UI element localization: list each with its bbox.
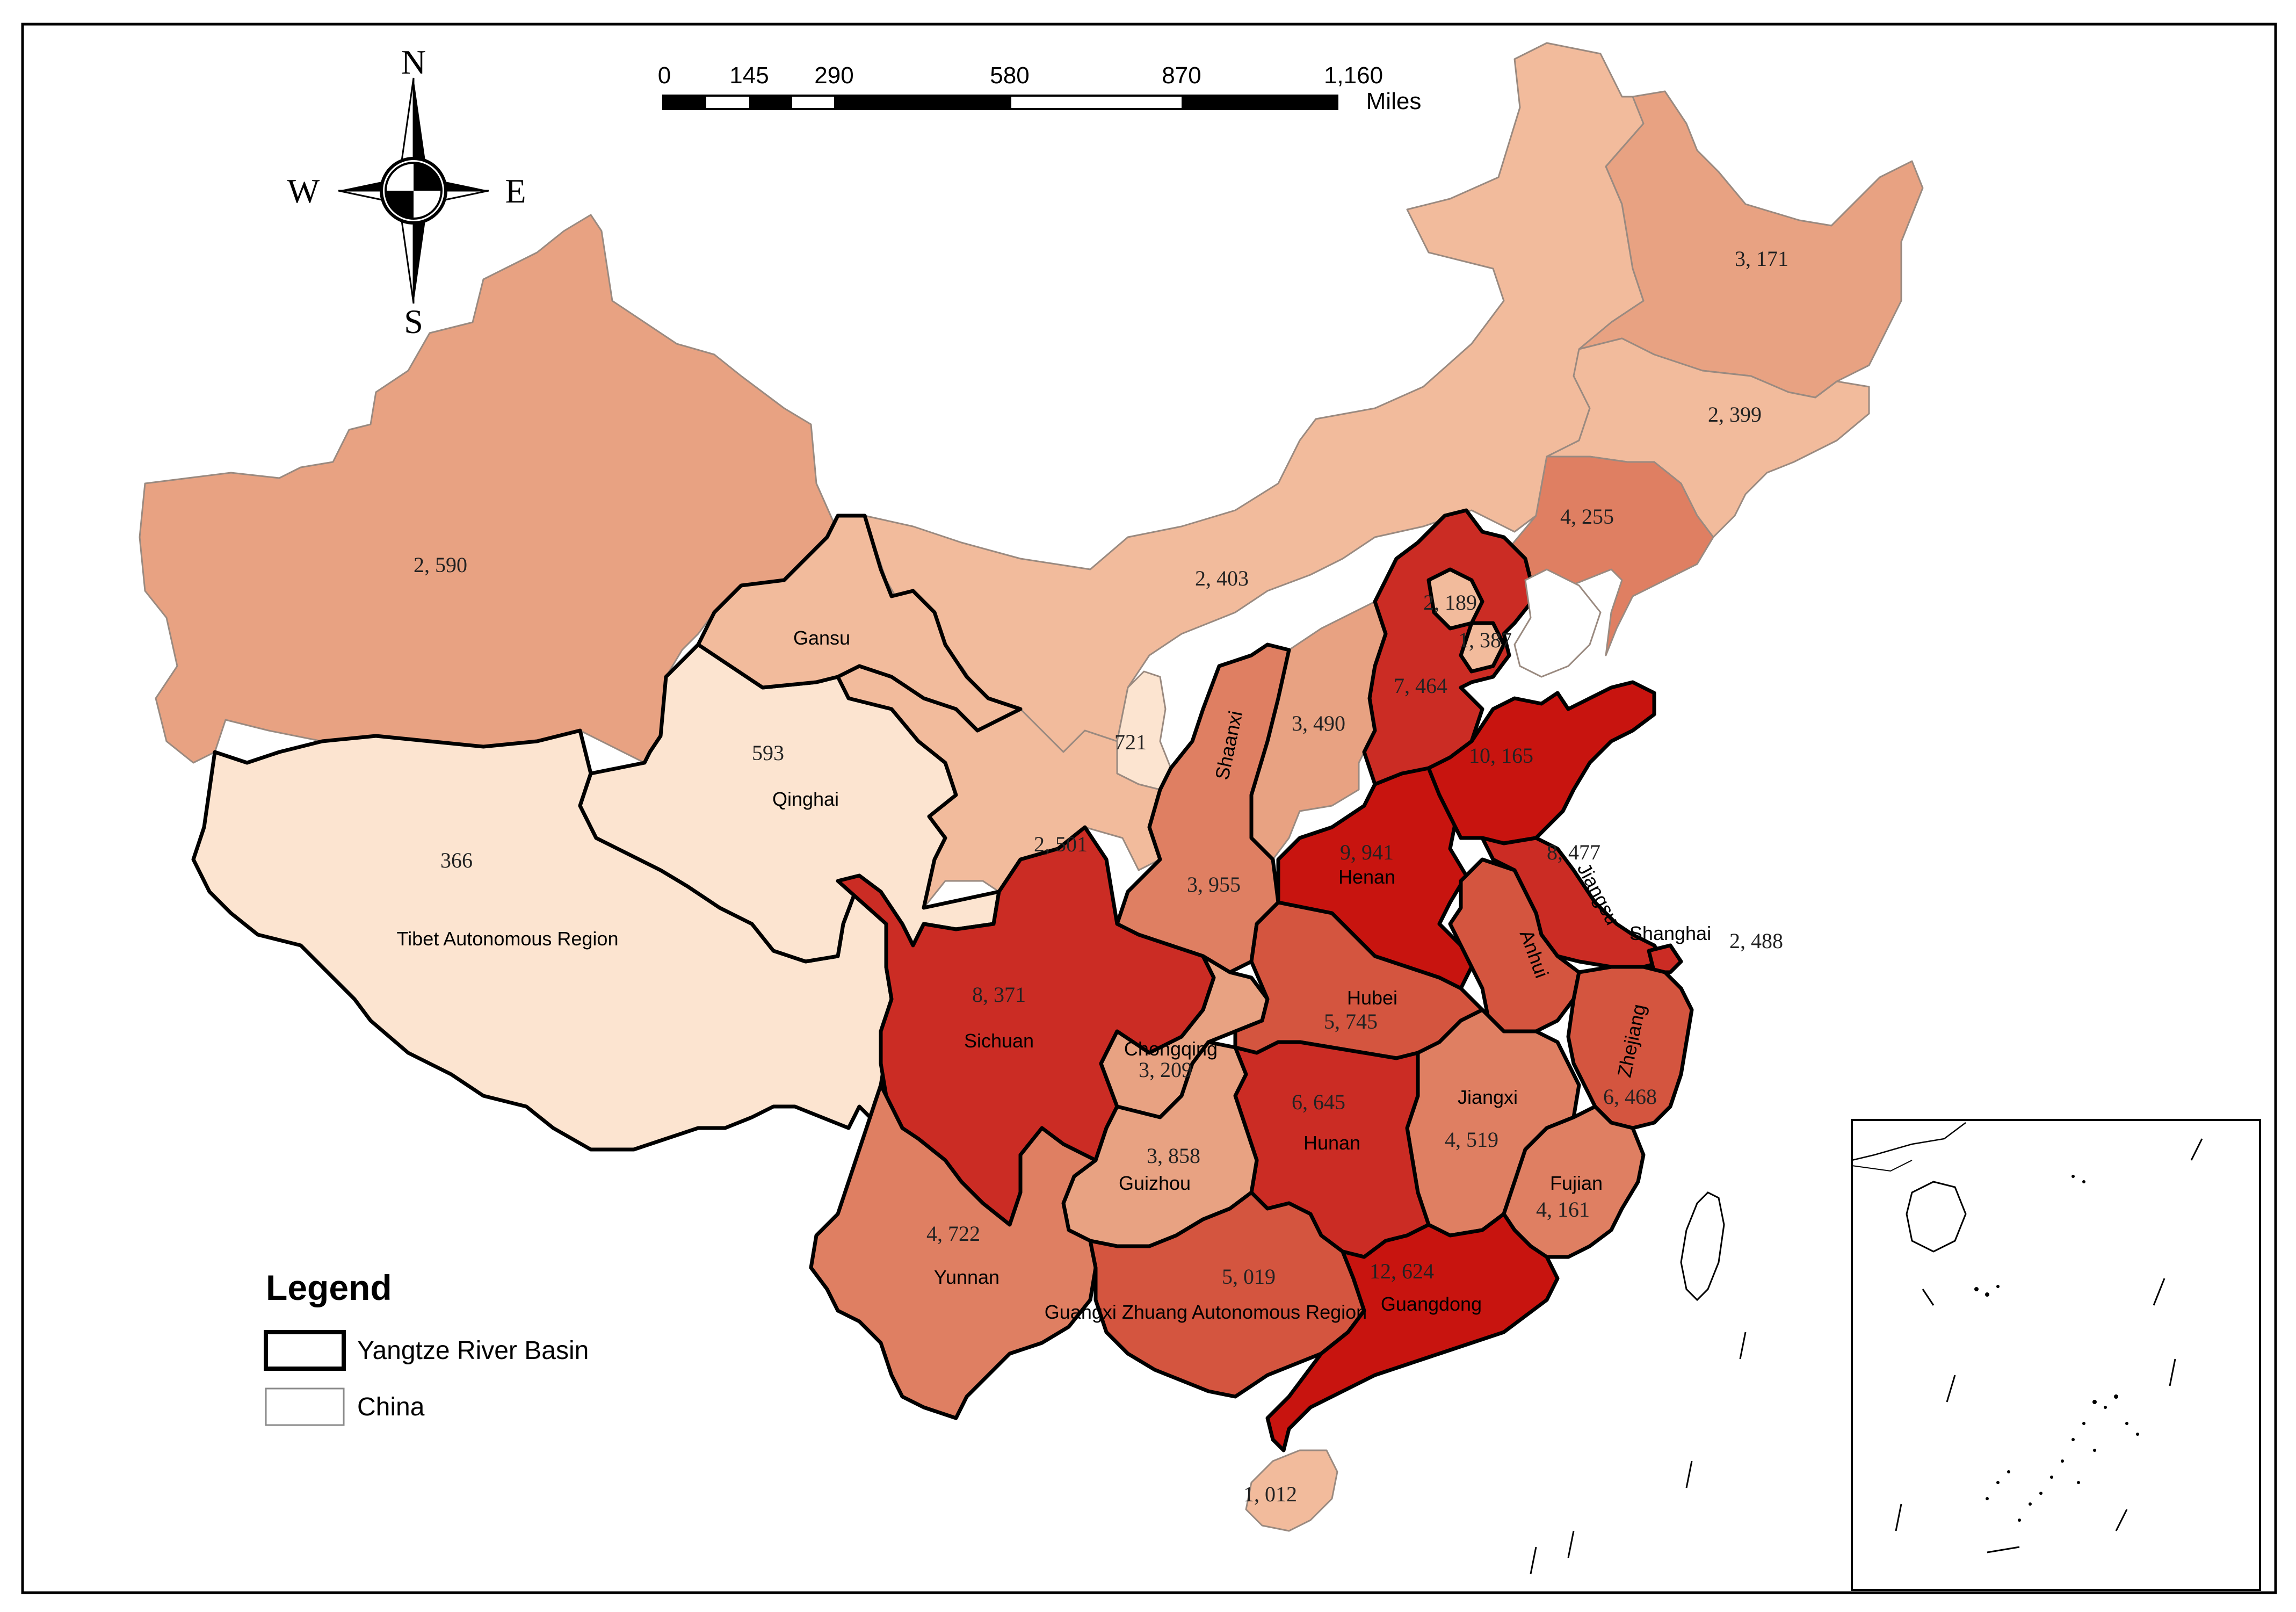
name-label-chongqing: Chongqing xyxy=(1124,1038,1218,1060)
province-yunnan[interactable] xyxy=(809,1083,1098,1420)
name-label-jiangxi: Jiangxi xyxy=(1458,1086,1518,1108)
province-zhejiang[interactable] xyxy=(1566,965,1694,1130)
value-label-hainan: 1, 012 xyxy=(1243,1482,1297,1506)
name-label-shanghai: Shanghai xyxy=(1629,922,1711,944)
scale-tick-5: 1,160 xyxy=(1324,62,1383,89)
value-label-shandong: 10, 165 xyxy=(1469,743,1533,768)
value-label-chongqing: 3, 209 xyxy=(1139,1058,1192,1082)
value-label-sichuan: 8, 371 xyxy=(972,982,1026,1007)
name-label-hunan: Hunan xyxy=(1303,1132,1360,1154)
legend-title: Legend xyxy=(266,1268,392,1307)
name-label-tibet: Tibet Autonomous Region xyxy=(397,928,619,950)
value-label-inner-mongolia: 2, 403 xyxy=(1195,566,1249,590)
province-beijing[interactable] xyxy=(1426,567,1484,631)
value-label-henan: 9, 941 xyxy=(1340,840,1394,864)
scale-tick-1: 145 xyxy=(729,62,769,89)
legend-item-basin: Yangtze River Basin xyxy=(357,1336,589,1365)
taiwan-outline xyxy=(1680,1191,1725,1302)
province-hainan[interactable] xyxy=(1245,1449,1338,1532)
legend-item-china: China xyxy=(357,1393,425,1421)
value-label-guangdong: 12, 624 xyxy=(1370,1259,1434,1283)
compass-west-label: W xyxy=(287,172,320,210)
value-label-guizhou: 3, 858 xyxy=(1147,1144,1200,1168)
bohai-coast xyxy=(1513,568,1602,678)
scale-unit: Miles xyxy=(1366,88,1422,114)
value-label-yunnan: 4, 722 xyxy=(926,1221,980,1246)
province-gansu[interactable] xyxy=(696,514,1023,733)
name-label-guangxi: Guangxi Zhuang Autonomous Region xyxy=(1045,1301,1367,1323)
value-label-jiangxi: 4, 519 xyxy=(1445,1127,1498,1152)
value-label-tianjin: 1, 387 xyxy=(1458,628,1512,652)
name-label-gansu: Gansu xyxy=(793,627,850,649)
labels-layer: 2, 590 366 Tibet Autonomous Region 593 Q… xyxy=(397,247,1788,1506)
province-tianjin[interactable] xyxy=(1459,621,1506,674)
legend: Legend Yangtze River Basin China xyxy=(264,1268,589,1426)
coastal-dashes xyxy=(1530,1332,1747,1574)
value-label-guangxi: 5, 019 xyxy=(1222,1264,1276,1289)
legend-swatch-china xyxy=(265,1387,345,1426)
name-label-qinghai: Qinghai xyxy=(772,788,839,810)
province-shandong[interactable] xyxy=(1426,680,1656,845)
value-label-ningxia: 721 xyxy=(1114,730,1147,754)
north-arrow-compass: N S W E xyxy=(287,43,526,341)
province-fujian[interactable] xyxy=(1502,1104,1646,1259)
scale-bar: 0 145 290 580 870 1,160 Miles xyxy=(658,62,1422,114)
south-china-sea-inset xyxy=(1851,1119,2261,1591)
value-label-beijing: 2, 189 xyxy=(1423,590,1477,615)
value-label-tibet: 366 xyxy=(440,848,473,872)
name-label-sichuan: Sichuan xyxy=(964,1030,1034,1052)
value-label-shaanxi: 3, 955 xyxy=(1187,872,1241,897)
name-label-guangdong: Guangdong xyxy=(1381,1293,1482,1315)
scale-tick-4: 870 xyxy=(1162,62,1201,89)
scale-tick-2: 290 xyxy=(814,62,853,89)
value-label-fujian: 4, 161 xyxy=(1536,1197,1590,1221)
value-label-hunan: 6, 645 xyxy=(1292,1090,1345,1114)
value-label-liaoning: 4, 255 xyxy=(1560,504,1614,529)
scale-tick-3: 580 xyxy=(990,62,1029,89)
value-label-jilin: 2, 399 xyxy=(1708,402,1762,427)
compass-south-label: S xyxy=(404,302,423,341)
province-heilongjiang[interactable] xyxy=(1578,90,1924,399)
value-label-heilongjiang: 3, 171 xyxy=(1735,247,1788,271)
value-label-gansu-south: 2, 501 xyxy=(1034,832,1088,856)
value-label-hebei: 7, 464 xyxy=(1394,674,1447,698)
scale-tick-0: 0 xyxy=(658,62,671,89)
basin-layer xyxy=(191,508,1694,1452)
provinces-layer xyxy=(139,42,1924,1532)
compass-north-label: N xyxy=(401,43,426,81)
name-label-yunnan: Yunnan xyxy=(934,1266,999,1288)
value-label-zhejiang: 6, 468 xyxy=(1603,1085,1657,1109)
province-hebei[interactable] xyxy=(1362,508,1538,786)
name-label-hubei: Hubei xyxy=(1347,987,1397,1009)
value-label-shanghai: 2, 488 xyxy=(1729,929,1783,953)
value-label-jiangsu: 8, 477 xyxy=(1547,840,1600,864)
value-label-xinjiang: 2, 590 xyxy=(414,553,467,577)
name-label-guizhou: Guizhou xyxy=(1119,1172,1191,1194)
compass-east-label: E xyxy=(505,172,526,210)
value-label-qinghai: 593 xyxy=(752,741,784,765)
value-label-shanxi: 3, 490 xyxy=(1292,711,1345,735)
province-guangdong[interactable] xyxy=(1265,1212,1560,1452)
legend-swatch-basin xyxy=(264,1330,346,1371)
name-label-fujian: Fujian xyxy=(1550,1172,1603,1194)
province-anhui[interactable] xyxy=(1448,857,1581,1033)
name-label-henan: Henan xyxy=(1338,866,1395,888)
value-label-hubei: 5, 745 xyxy=(1324,1009,1378,1033)
